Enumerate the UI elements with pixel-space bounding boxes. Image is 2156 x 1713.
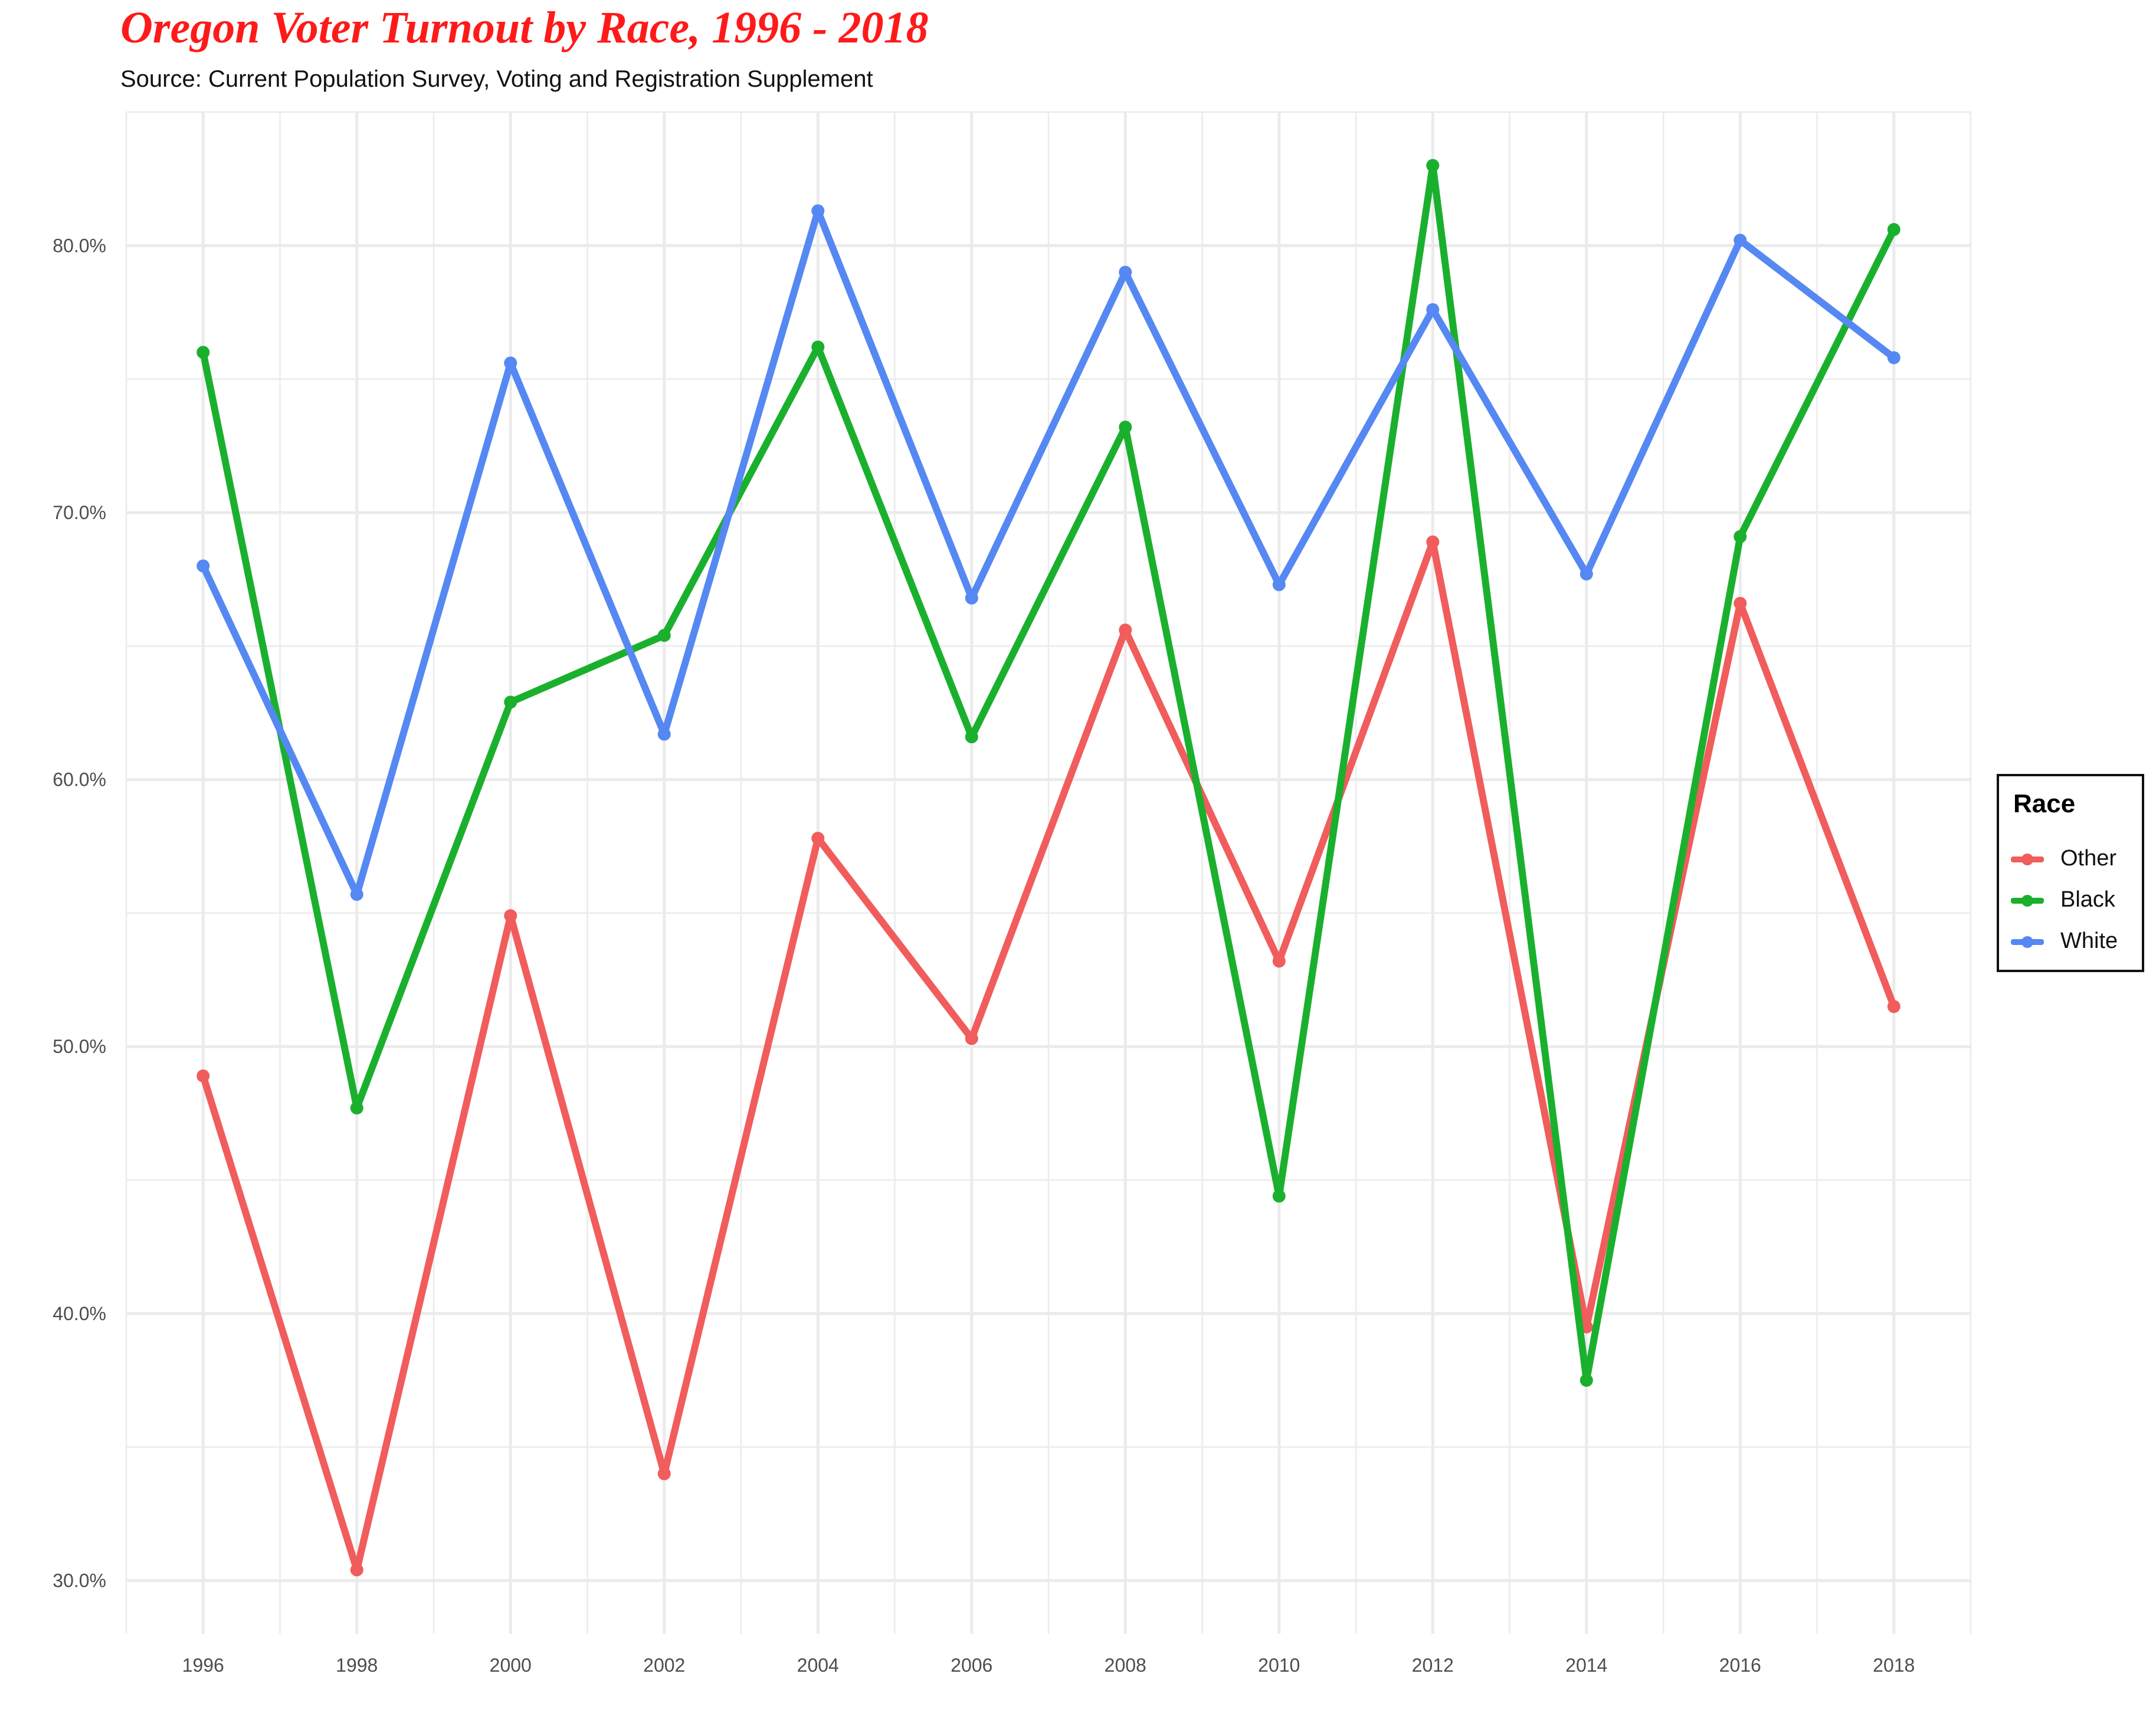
- data-point-white: [1580, 567, 1593, 581]
- data-point-other: [1272, 954, 1286, 968]
- x-tick-label: 2018: [1873, 1655, 1915, 1676]
- series-line-other: [199, 538, 1898, 1574]
- x-tick-label: 2006: [951, 1655, 992, 1676]
- data-point-black: [1426, 159, 1440, 172]
- series-line-black: [199, 162, 1898, 1384]
- data-point-white: [1119, 265, 1132, 279]
- data-point-black: [1119, 421, 1132, 434]
- x-tick-label: 2012: [1412, 1655, 1454, 1676]
- data-point-black: [1734, 530, 1747, 543]
- y-tick-label: 70.0%: [53, 502, 106, 523]
- data-point-white: [965, 591, 978, 605]
- x-tick-label: 2016: [1719, 1655, 1761, 1676]
- data-point-other: [1119, 623, 1132, 637]
- series-lines: [196, 159, 1901, 1577]
- chart-title: Oregon Voter Turnout by Race, 1996 - 201…: [120, 3, 929, 52]
- series-line-white: [199, 207, 1898, 898]
- x-tick-label: 2008: [1105, 1655, 1146, 1676]
- data-point-white: [1272, 578, 1286, 592]
- legend-label-black: Black: [2060, 887, 2115, 912]
- y-tick-label: 40.0%: [53, 1303, 106, 1324]
- legend-dot-white: [2021, 936, 2033, 948]
- data-point-white: [196, 559, 210, 573]
- legend: Race Other Black White: [1997, 774, 2144, 972]
- data-point-other: [1887, 1000, 1901, 1013]
- chart-subtitle: Source: Current Population Survey, Votin…: [120, 66, 873, 92]
- data-point-black: [504, 695, 517, 709]
- x-tick-label: 2000: [490, 1655, 532, 1676]
- x-tick-label: 2002: [643, 1655, 685, 1676]
- data-point-other: [811, 832, 825, 845]
- x-tick-label: 1996: [182, 1655, 224, 1676]
- data-point-black: [350, 1101, 363, 1115]
- y-tick-label: 80.0%: [53, 235, 106, 256]
- data-point-white: [811, 204, 825, 218]
- legend-item-other: Other: [2011, 841, 2141, 877]
- data-point-black: [196, 346, 210, 359]
- x-tick-label: 2004: [797, 1655, 839, 1676]
- legend-title: Race: [2013, 789, 2076, 818]
- data-point-white: [350, 888, 363, 901]
- axis-tick-labels: 1996 1998 2000 2002 2004 2006 2008 2010 2012 2014…: [53, 235, 1915, 1676]
- y-tick-label: 50.0%: [53, 1036, 106, 1057]
- x-tick-label: 2014: [1565, 1655, 1607, 1676]
- data-point-white: [1887, 351, 1901, 365]
- data-point-other: [1426, 535, 1440, 549]
- x-tick-label: 1998: [336, 1655, 378, 1676]
- data-point-other: [350, 1563, 363, 1577]
- data-point-other: [657, 1467, 671, 1481]
- y-tick-label: 30.0%: [53, 1570, 106, 1591]
- data-point-other: [196, 1069, 210, 1082]
- data-point-black: [657, 629, 671, 642]
- data-point-white: [1734, 234, 1747, 247]
- data-point-black: [965, 730, 978, 744]
- data-point-black: [1887, 223, 1901, 237]
- data-point-white: [657, 727, 671, 741]
- data-point-white: [1426, 303, 1440, 316]
- legend-dot-black: [2021, 895, 2033, 907]
- x-tick-label: 2010: [1258, 1655, 1300, 1676]
- legend-label-white: White: [2060, 928, 2118, 953]
- legend-item-white: White: [2011, 924, 2141, 959]
- data-point-black: [1580, 1374, 1593, 1387]
- data-point-other: [1734, 596, 1747, 610]
- y-tick-label: 60.0%: [53, 769, 106, 790]
- legend-label-other: Other: [2060, 846, 2117, 871]
- data-point-black: [1272, 1189, 1286, 1203]
- data-point-other: [504, 909, 517, 923]
- data-point-other: [965, 1032, 978, 1045]
- legend-item-black: Black: [2011, 882, 2141, 918]
- data-point-white: [504, 356, 517, 370]
- legend-dot-other: [2021, 854, 2033, 865]
- data-point-black: [811, 340, 825, 354]
